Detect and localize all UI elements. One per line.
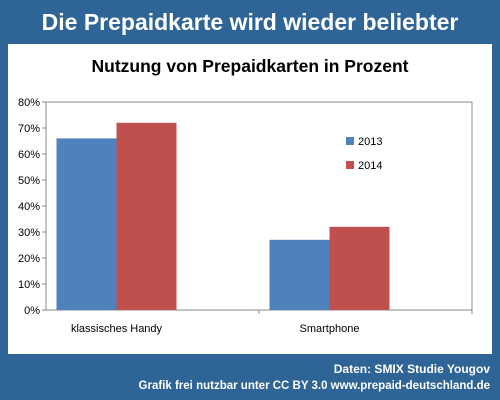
legend-swatch-2013 [346, 137, 354, 145]
y-tick-label: 80% [18, 97, 40, 109]
chart-title: Nutzung von Prepaidkarten in Prozent [91, 56, 409, 76]
y-tick-label: 50% [18, 175, 40, 187]
y-tick-label: 60% [18, 149, 40, 161]
bar-2013-2 [269, 239, 330, 310]
x-category-label: Smartphone [300, 323, 360, 335]
x-category-label: klassisches Handy [71, 323, 163, 335]
y-tick-label: 10% [18, 279, 40, 291]
bar-2014-2 [329, 226, 390, 310]
legend-label-2013: 2013 [358, 136, 382, 148]
bar-2013-1 [56, 138, 117, 310]
y-tick-label: 0% [24, 305, 40, 317]
chart-panel: Nutzung von Prepaidkarten in Prozent 0% 1… [8, 44, 492, 354]
footer-license: Grafik frei nutzbar unter CC BY 3.0 www.… [138, 380, 490, 392]
footer-source: Daten: SMIX Studie Yougov [333, 362, 490, 376]
banner-title: Die Prepaidkarte wird wieder beliebter [41, 9, 459, 35]
legend-label-2014: 2014 [358, 160, 382, 172]
y-tick-label: 20% [18, 253, 40, 265]
bar-chart: 0% 10% 20% 30% 40% 50% 60% 70% 80% klassisches Ha… [18, 97, 473, 335]
bar-2014-1 [116, 122, 177, 310]
y-tick-label: 70% [18, 123, 40, 135]
y-tick-label: 30% [18, 227, 40, 239]
legend-swatch-2014 [346, 161, 354, 169]
y-tick-label: 40% [18, 201, 40, 213]
